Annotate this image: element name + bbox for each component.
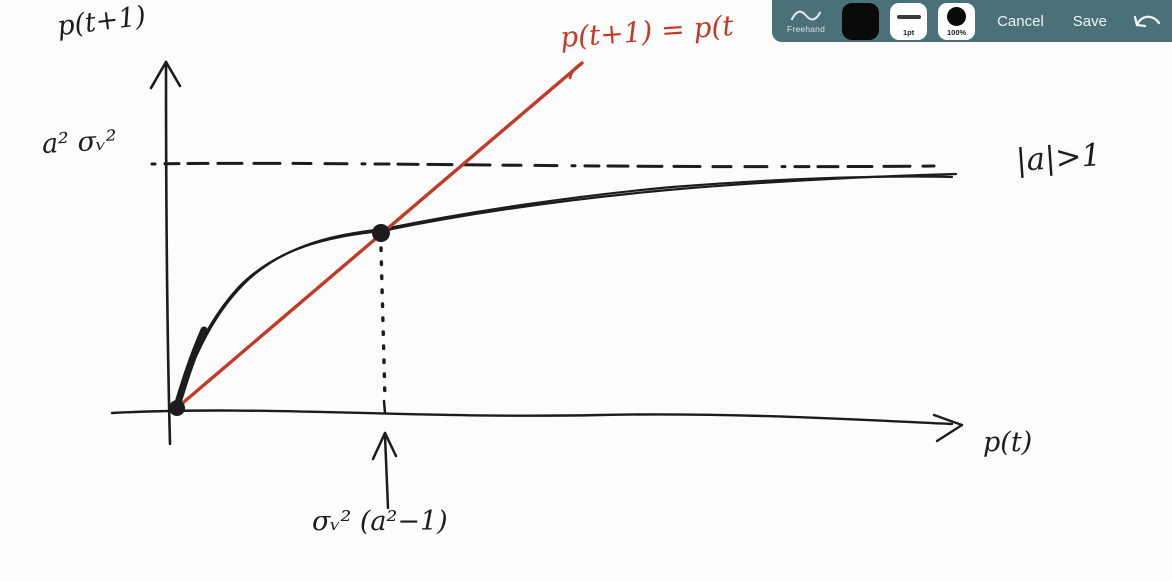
fixed-point-label: σᵥ² (a²−1) <box>312 506 448 537</box>
axis-tick <box>382 399 387 415</box>
opacity-dot-icon <box>947 6 967 26</box>
cancel-button[interactable]: Cancel <box>997 12 1044 30</box>
color-swatch-button[interactable] <box>842 2 880 40</box>
x-axis-label: p(t) <box>983 427 1033 458</box>
dotted-drop-line <box>379 246 387 402</box>
freehand-wave-icon <box>790 8 822 23</box>
condition-label: |a|>1 <box>1014 137 1103 179</box>
annotation-toolbar: Freehand 1pt 100% Cancel Save <box>772 0 1172 42</box>
opacity-button[interactable]: 100% <box>938 2 976 40</box>
save-button[interactable]: Save <box>1072 12 1107 30</box>
undo-icon <box>1132 11 1162 31</box>
stroke-width-icon <box>896 14 921 19</box>
undo-button[interactable] <box>1132 11 1162 31</box>
origin-dot <box>169 400 185 416</box>
x-axis <box>110 409 964 443</box>
freehand-tool-button[interactable]: Freehand <box>778 0 834 42</box>
fixed-point-dot <box>372 224 390 242</box>
asymptote-dashed-line <box>150 161 936 169</box>
opacity-label: 100% <box>947 28 967 37</box>
stroke-width-label: 1pt <box>902 28 915 37</box>
convergence-curve <box>173 172 958 410</box>
y-axis <box>149 60 182 446</box>
asymptote-label: a² σᵥ² <box>41 125 118 160</box>
stroke-width-button[interactable]: 1pt <box>890 2 928 40</box>
fixed-point-arrow <box>371 431 398 510</box>
freehand-tool-label: Freehand <box>787 24 826 34</box>
